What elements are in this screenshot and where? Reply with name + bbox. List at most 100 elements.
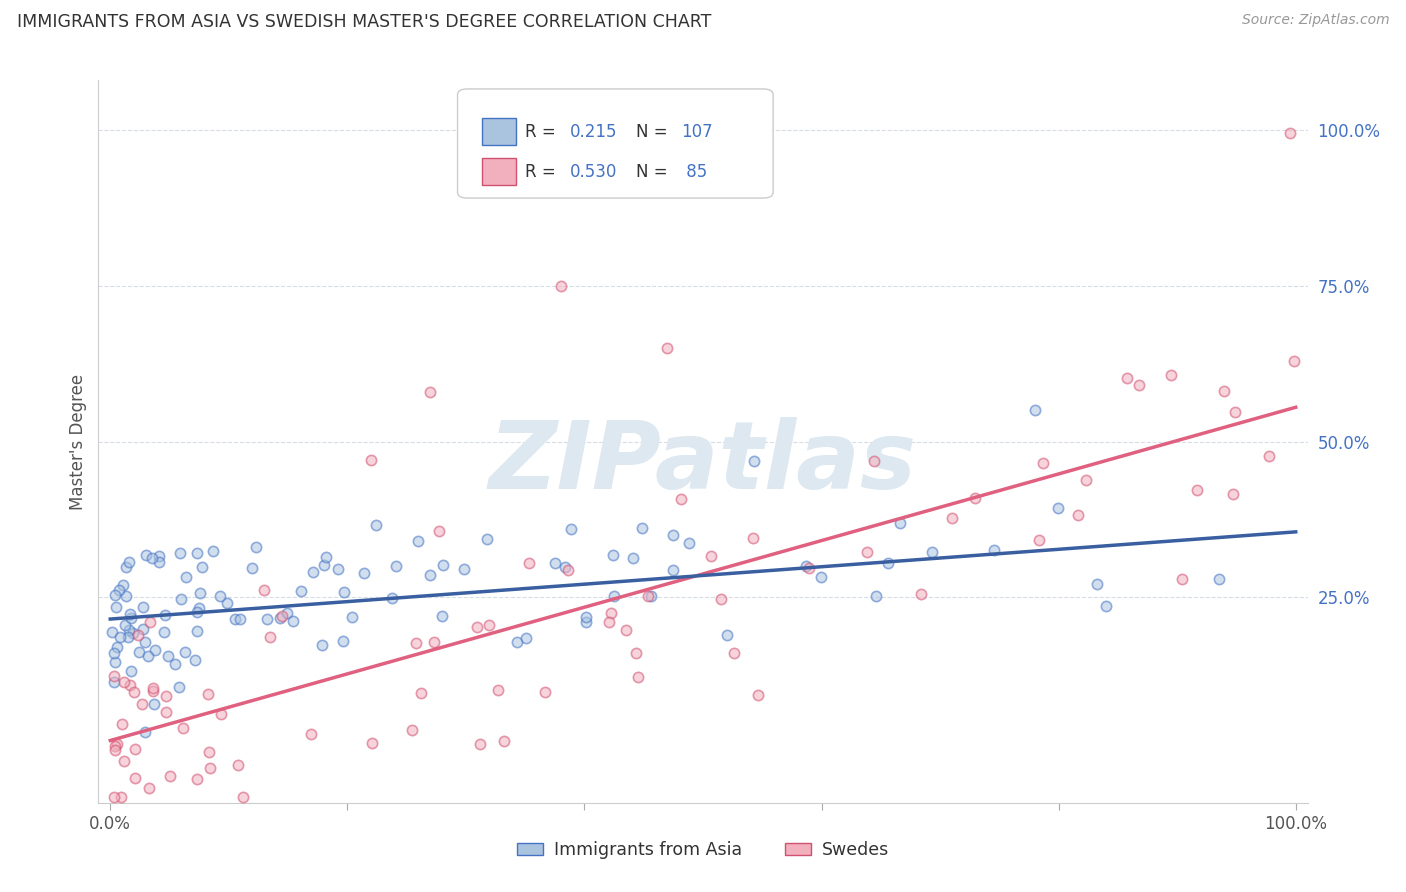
Point	[478, 618, 501, 632]
Point	[453, 562, 475, 576]
Point	[209, 706, 232, 721]
Point	[202, 544, 225, 558]
Point	[299, 726, 322, 740]
Point	[283, 614, 305, 628]
Point	[124, 742, 146, 756]
Point	[122, 685, 145, 699]
Point	[104, 588, 127, 602]
Point	[515, 631, 537, 645]
Point	[167, 680, 190, 694]
Point	[574, 615, 596, 629]
Point	[941, 511, 963, 525]
Point	[104, 739, 127, 753]
Point	[276, 606, 298, 620]
Point	[134, 634, 156, 648]
Y-axis label: Master's Degree: Master's Degree	[69, 374, 87, 509]
Point	[326, 561, 349, 575]
FancyBboxPatch shape	[482, 158, 516, 185]
Point	[723, 646, 745, 660]
Point	[797, 561, 820, 575]
Point	[877, 557, 900, 571]
Point	[271, 609, 294, 624]
Point	[174, 569, 197, 583]
Point	[575, 609, 598, 624]
Point	[554, 560, 576, 574]
Point	[432, 558, 454, 573]
Point	[134, 725, 156, 739]
Point	[224, 612, 246, 626]
Point	[856, 545, 879, 559]
Point	[132, 600, 155, 615]
Point	[637, 589, 659, 603]
Point	[186, 624, 208, 639]
FancyBboxPatch shape	[457, 89, 773, 198]
Point	[290, 584, 312, 599]
Point	[259, 630, 281, 644]
Point	[599, 606, 621, 620]
Point	[170, 591, 193, 606]
Point	[104, 742, 127, 756]
Point	[157, 648, 180, 663]
Point	[256, 612, 278, 626]
Point	[131, 697, 153, 711]
Point	[983, 543, 1005, 558]
Point	[963, 491, 986, 505]
Point	[302, 565, 325, 579]
Point	[142, 697, 165, 711]
Point	[557, 563, 579, 577]
Point	[105, 738, 128, 752]
Point	[172, 721, 194, 735]
Point	[1032, 456, 1054, 470]
Point	[136, 649, 159, 664]
Text: Source: ZipAtlas.com: Source: ZipAtlas.com	[1241, 13, 1389, 28]
Point	[103, 669, 125, 683]
Point	[186, 605, 208, 619]
Point	[118, 624, 141, 638]
Point	[401, 723, 423, 737]
Point	[602, 548, 624, 562]
Point	[624, 646, 647, 660]
Point	[1187, 483, 1209, 497]
Point	[312, 558, 335, 573]
Point	[103, 789, 125, 804]
Point	[128, 645, 150, 659]
Point	[165, 657, 187, 672]
Point	[142, 684, 165, 698]
Point	[141, 551, 163, 566]
Point	[910, 587, 932, 601]
Point	[120, 611, 142, 625]
Point	[229, 611, 252, 625]
FancyBboxPatch shape	[482, 118, 516, 145]
Point	[155, 608, 177, 623]
Point	[101, 625, 124, 640]
Point	[215, 596, 238, 610]
Point	[197, 687, 219, 701]
Point	[423, 634, 446, 648]
Point	[245, 540, 267, 554]
Point	[544, 556, 567, 570]
Point	[103, 674, 125, 689]
Point	[863, 454, 886, 468]
Text: 107: 107	[682, 123, 713, 141]
Point	[486, 683, 509, 698]
Point	[1282, 353, 1305, 368]
Point	[796, 559, 818, 574]
Point	[111, 577, 134, 591]
Point	[1028, 533, 1050, 548]
Point	[148, 549, 170, 563]
Point	[381, 591, 404, 606]
Text: R =: R =	[526, 123, 561, 141]
Point	[108, 630, 131, 644]
Point	[353, 566, 375, 581]
Point	[406, 534, 429, 549]
Point	[475, 532, 498, 546]
Point	[115, 589, 138, 603]
Point	[108, 583, 131, 598]
Point	[678, 536, 700, 550]
Text: IMMIGRANTS FROM ASIA VS SWEDISH MASTER'S DEGREE CORRELATION CHART: IMMIGRANTS FROM ASIA VS SWEDISH MASTER'S…	[17, 13, 711, 31]
Point	[699, 549, 721, 563]
Point	[169, 546, 191, 560]
Point	[117, 630, 139, 644]
Point	[311, 638, 333, 652]
Point	[1046, 501, 1069, 516]
